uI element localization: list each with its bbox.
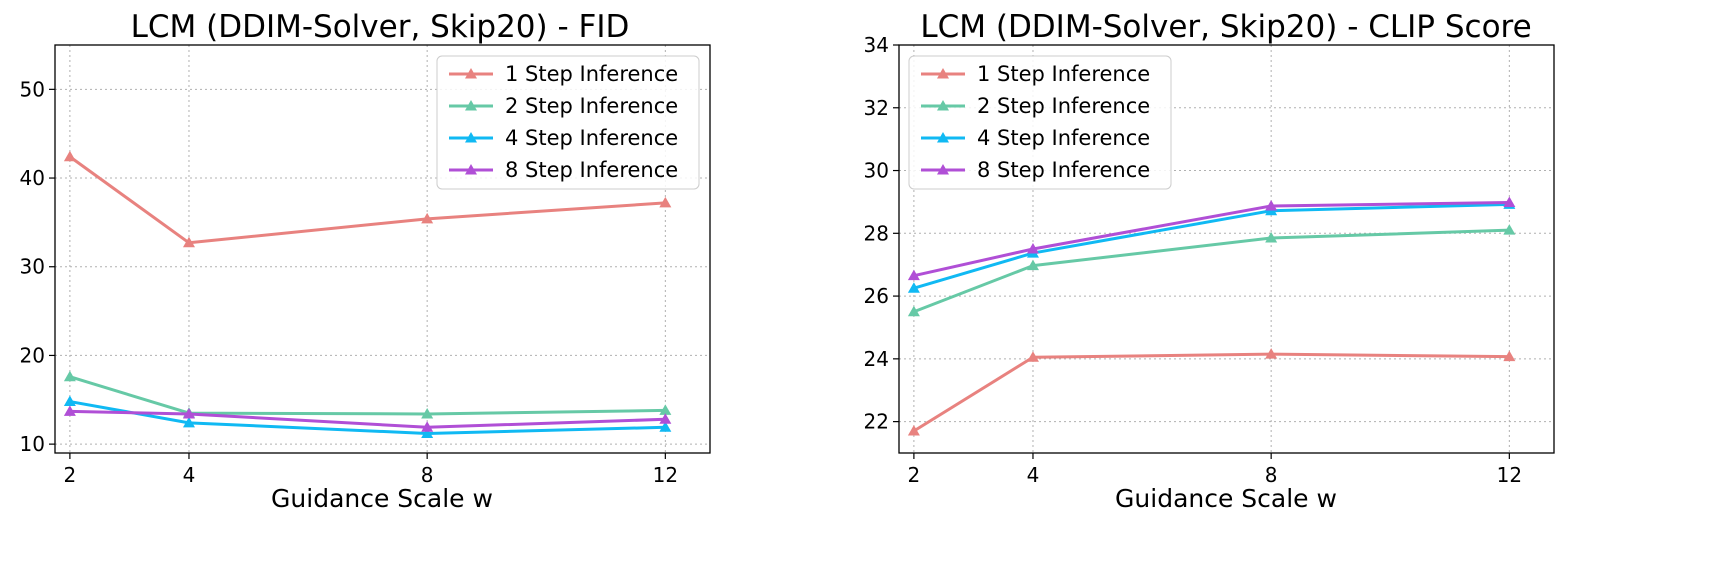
clip-y-tick-label: 28 (864, 221, 889, 245)
fid-legend-swatch-marker (465, 164, 477, 175)
clip-series-2-point (1026, 259, 1039, 271)
clip-series-2-point (907, 305, 920, 317)
fid-chart: LCM (DDIM-Solver, Skip20) - FID 2 4 8 12102… (20, 9, 711, 513)
fid-legend-swatch-marker (465, 100, 477, 111)
fid-legend-swatch-marker (465, 68, 477, 79)
clip-y-tick-label: 34 (864, 33, 889, 57)
fid-x-tick-label: 8 (421, 463, 434, 487)
clip-series-4-point (1503, 196, 1516, 208)
clip-series-2-point (1265, 232, 1278, 243)
fid-legend-label: 4 Step Inference (505, 126, 678, 150)
clip-series-1-point (1265, 348, 1278, 359)
fid-series-2-point (63, 370, 76, 382)
clip-series-line-4 (913, 201, 1510, 278)
fid-ticks: 2 4 8 12 10 20 30 40 50 (20, 77, 679, 487)
fid-legend-swatch-marker (465, 132, 477, 143)
fid-series-4-point (659, 413, 672, 424)
clip-x-tick-label: 8 (1265, 463, 1278, 487)
clip-series-1-point (1503, 350, 1516, 362)
fid-series-2-point (421, 407, 434, 419)
clip-series-line-3 (913, 202, 1510, 290)
fid-series-line-2 (69, 375, 666, 416)
clip-chart: LCM (DDIM-Solver, Skip20) - CLIP Score 2… (864, 9, 1555, 513)
fid-series-line-1 (69, 155, 666, 245)
fid-y-tick-label: 50 (20, 77, 45, 101)
clip-series-2-point (1503, 224, 1516, 235)
fid-legend: 1 Step Inference 2 Step Inference 4 Step I… (436, 55, 700, 190)
clip-series-line-2 (913, 228, 1510, 314)
clip-legend-box (908, 55, 1172, 190)
fid-series-2-point (659, 404, 672, 415)
fid-series-1-point (659, 196, 672, 208)
clip-y-tick-label: 22 (864, 410, 889, 434)
fid-y-tick-label: 10 (20, 432, 45, 456)
fid-legend-label: 8 Step Inference (505, 158, 678, 182)
fid-series-3-point (182, 416, 195, 428)
clip-legend-swatch-marker (937, 68, 949, 79)
fid-series-4-point (182, 407, 195, 419)
fid-x-tick-label: 2 (64, 463, 77, 487)
clip-legend-swatch-marker (937, 132, 949, 143)
clip-legend-swatch-marker (937, 100, 949, 111)
fid-series-3-point (659, 421, 672, 432)
clip-legend-label: 8 Step Inference (977, 158, 1150, 182)
clip-series-1-point (1026, 351, 1039, 362)
fid-legend-box (436, 55, 700, 190)
fid-series-3-point (421, 427, 434, 438)
fid-series-line-3 (69, 400, 666, 435)
fid-series-1-point (63, 150, 76, 162)
fid-y-tick-label: 30 (20, 255, 45, 279)
fid-series-4-point (421, 421, 434, 432)
clip-legend: 1 Step Inference 2 Step Inference 4 Step I… (908, 55, 1172, 190)
fid-series (63, 150, 672, 438)
clip-y-tick-label: 24 (864, 347, 889, 371)
clip-series-3-point (907, 282, 920, 293)
fid-plot-frame (54, 44, 711, 454)
fid-y-tick-label: 40 (20, 166, 45, 190)
clip-plot-frame (898, 44, 1555, 454)
fid-series-4-point (63, 405, 76, 416)
clip-series-1-point (907, 425, 920, 436)
fid-legend-label: 1 Step Inference (505, 62, 678, 86)
clip-legend-label: 2 Step Inference (977, 94, 1150, 118)
clip-x-tick-label: 12 (1497, 463, 1522, 487)
clip-legend-label: 1 Step Inference (977, 62, 1150, 86)
clip-y-tick-label: 30 (864, 159, 889, 183)
clip-series-4-point (1026, 243, 1039, 254)
fid-x-axis-label: Guidance Scale w (271, 484, 493, 513)
clip-x-axis-label: Guidance Scale w (1115, 484, 1337, 513)
fid-legend-label: 2 Step Inference (505, 94, 678, 118)
clip-chart-title: LCM (DDIM-Solver, Skip20) - CLIP Score (920, 9, 1531, 45)
fid-chart-title: LCM (DDIM-Solver, Skip20) - FID (131, 9, 630, 45)
clip-y-tick-label: 26 (864, 284, 889, 308)
clip-series (907, 196, 1516, 436)
clip-legend-label: 4 Step Inference (977, 126, 1150, 150)
clip-y-tick-label: 32 (864, 96, 889, 120)
fid-series-3-point (63, 395, 76, 407)
clip-series-line-1 (913, 352, 1510, 433)
fid-series-1-point (421, 212, 434, 224)
clip-x-tick-label: 4 (1027, 463, 1040, 487)
clip-series-4-point (1265, 200, 1278, 211)
clip-series-4-point (907, 269, 920, 281)
fid-series-line-4 (69, 409, 666, 429)
clip-legend-swatch-marker (937, 164, 949, 175)
fid-series-1-point (182, 236, 195, 248)
clip-x-tick-label: 2 (908, 463, 921, 487)
fid-x-tick-label: 12 (653, 463, 678, 487)
fid-x-tick-label: 4 (183, 463, 196, 487)
fid-y-tick-label: 20 (20, 343, 45, 367)
